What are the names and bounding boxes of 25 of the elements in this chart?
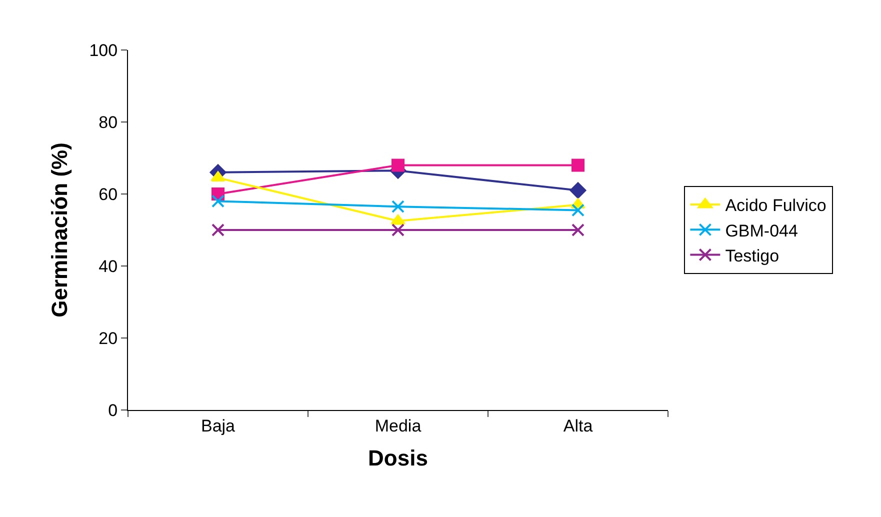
point: [392, 200, 404, 214]
y-axis-title: Germinación (%): [47, 142, 72, 318]
x-tick-label: Alta: [563, 416, 594, 436]
y-tick-label: 20: [98, 328, 118, 348]
x-tick-label: Baja: [200, 416, 236, 436]
point: [392, 224, 404, 236]
point: [212, 224, 224, 236]
legend-label: Testigo: [725, 246, 780, 266]
point: [210, 171, 226, 182]
y-tick-label: 40: [98, 256, 118, 276]
point: [572, 158, 584, 172]
point: [212, 194, 224, 208]
legend-label: GBM-044: [725, 221, 798, 240]
point: [570, 182, 586, 199]
y-tick-label: 80: [98, 112, 118, 132]
point: [572, 224, 584, 236]
y-tick-label: 0: [108, 400, 118, 420]
x-axis-title: Dosis: [368, 445, 428, 470]
y-tick-label: 100: [89, 40, 118, 60]
point: [572, 204, 584, 217]
point: [392, 158, 404, 172]
x-tick-label: Media: [374, 416, 422, 436]
point: [390, 214, 406, 225]
legend-label: Acido Fulvico: [725, 196, 826, 216]
y-tick-label: 60: [98, 184, 118, 204]
